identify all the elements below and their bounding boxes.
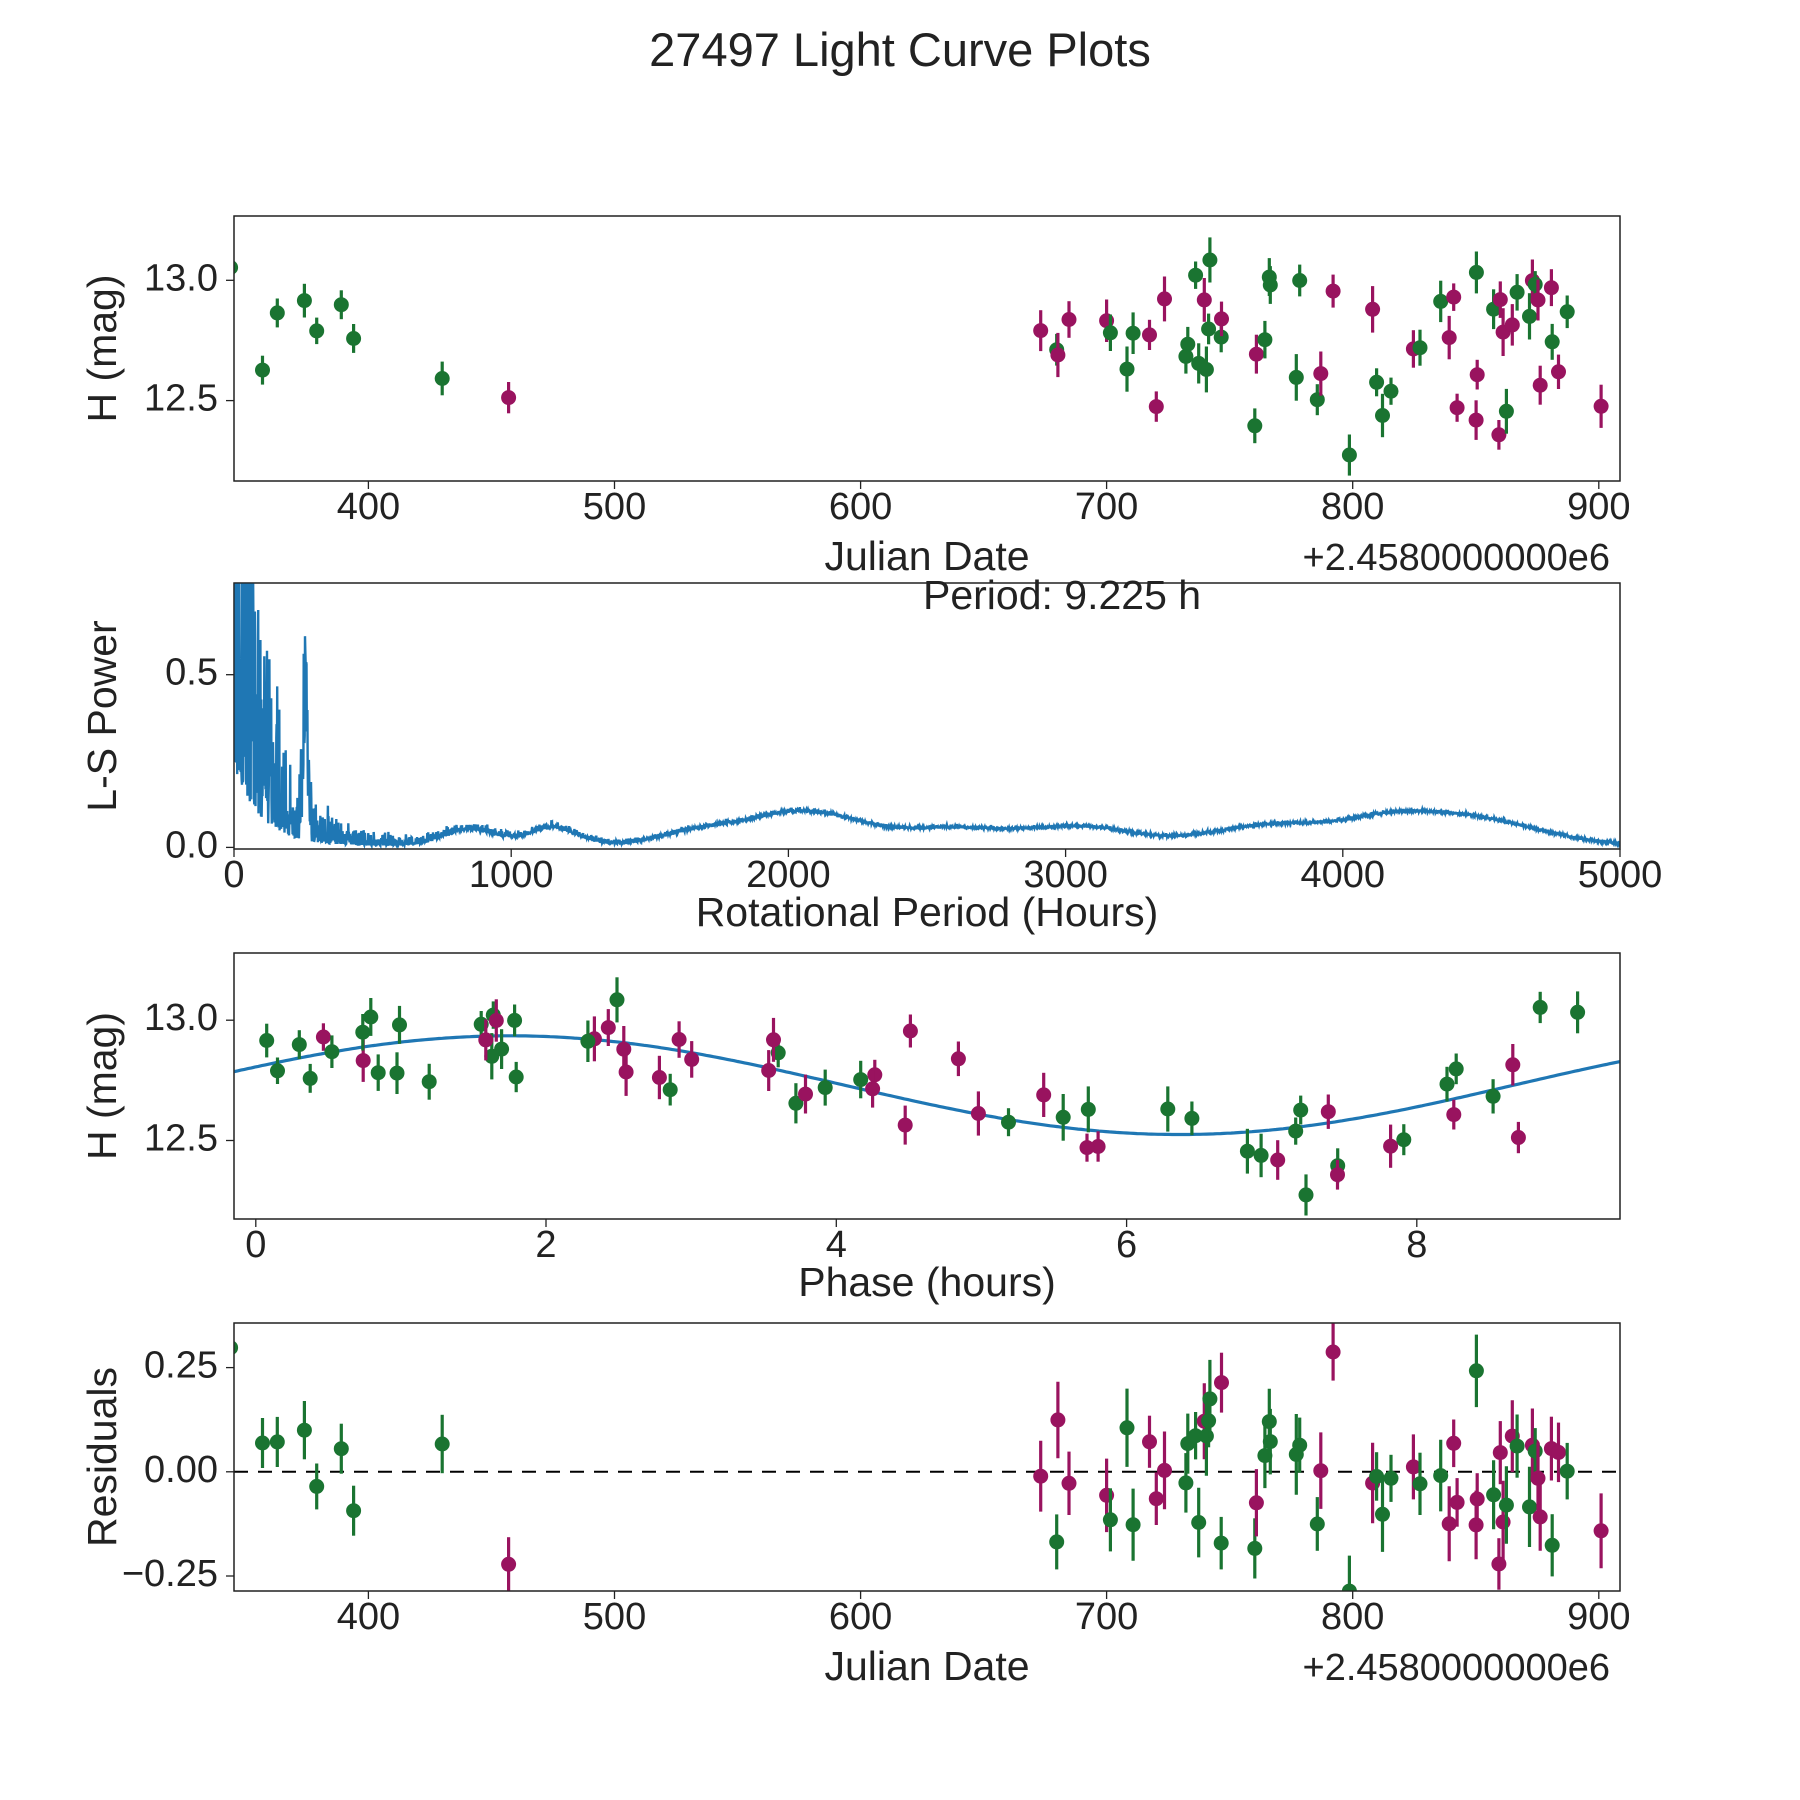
svg-text:+2.4580000000e6: +2.4580000000e6 bbox=[1303, 1647, 1611, 1689]
svg-text:400: 400 bbox=[337, 1596, 400, 1638]
svg-text:600: 600 bbox=[829, 1596, 892, 1638]
svg-text:0: 0 bbox=[223, 854, 244, 896]
svg-text:2: 2 bbox=[535, 1224, 556, 1266]
svg-text:H (mag): H (mag) bbox=[79, 1012, 125, 1160]
svg-text:Period: 9.225 h: Period: 9.225 h bbox=[923, 572, 1201, 618]
svg-text:Phase (hours): Phase (hours) bbox=[798, 1259, 1056, 1305]
svg-text:0.5: 0.5 bbox=[165, 652, 218, 694]
svg-text:5000: 5000 bbox=[1578, 854, 1663, 896]
svg-text:0.00: 0.00 bbox=[144, 1449, 218, 1491]
svg-text:13.0: 13.0 bbox=[144, 257, 218, 299]
svg-text:12.5: 12.5 bbox=[144, 378, 218, 420]
svg-text:700: 700 bbox=[1075, 1596, 1138, 1638]
svg-text:H (mag): H (mag) bbox=[79, 274, 125, 422]
svg-text:6: 6 bbox=[1116, 1224, 1137, 1266]
svg-text:0.0: 0.0 bbox=[165, 824, 218, 866]
svg-text:+2.4580000000e6: +2.4580000000e6 bbox=[1303, 537, 1611, 579]
svg-text:1000: 1000 bbox=[469, 854, 554, 896]
svg-text:700: 700 bbox=[1075, 486, 1138, 528]
svg-text:600: 600 bbox=[829, 486, 892, 528]
svg-text:400: 400 bbox=[337, 486, 400, 528]
svg-text:4000: 4000 bbox=[1301, 854, 1386, 896]
svg-text:8: 8 bbox=[1406, 1224, 1427, 1266]
svg-text:Residuals: Residuals bbox=[79, 1367, 125, 1547]
svg-text:0: 0 bbox=[245, 1224, 266, 1266]
svg-text:Rotational Period (Hours): Rotational Period (Hours) bbox=[696, 889, 1159, 935]
svg-text:12.5: 12.5 bbox=[144, 1118, 218, 1160]
svg-text:800: 800 bbox=[1321, 1596, 1384, 1638]
svg-text:800: 800 bbox=[1321, 486, 1384, 528]
svg-text:Julian Date: Julian Date bbox=[824, 1643, 1029, 1689]
svg-text:−0.25: −0.25 bbox=[122, 1553, 218, 1595]
svg-text:13.0: 13.0 bbox=[144, 997, 218, 1039]
svg-text:500: 500 bbox=[583, 486, 646, 528]
svg-text:L-S Power: L-S Power bbox=[79, 620, 125, 811]
svg-text:0.25: 0.25 bbox=[144, 1345, 218, 1387]
svg-text:900: 900 bbox=[1567, 1596, 1630, 1638]
svg-text:900: 900 bbox=[1567, 486, 1630, 528]
svg-text:500: 500 bbox=[583, 1596, 646, 1638]
